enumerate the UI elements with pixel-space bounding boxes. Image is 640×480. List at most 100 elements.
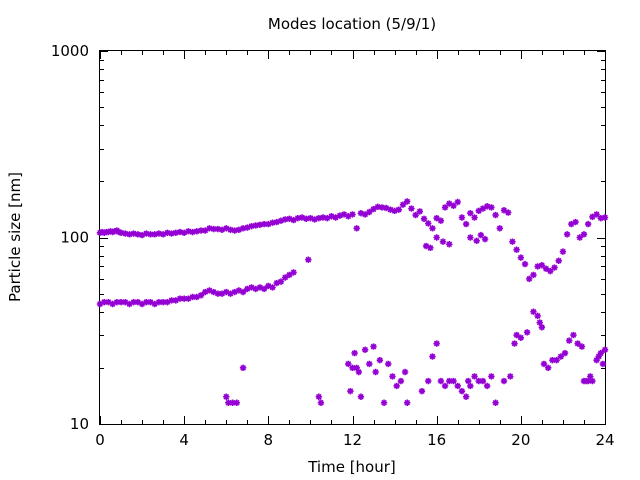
data-point — [597, 349, 604, 357]
data-point — [248, 284, 255, 291]
data-point — [345, 360, 352, 368]
data-point — [479, 205, 487, 212]
data-point — [523, 329, 531, 336]
data-point — [134, 298, 142, 306]
data-point — [462, 393, 470, 400]
data-point — [601, 346, 609, 353]
data-point — [294, 214, 301, 222]
data-point — [513, 246, 520, 253]
data-point — [218, 290, 226, 297]
data-point — [538, 262, 546, 269]
data-point — [143, 230, 150, 237]
data-point — [164, 298, 171, 306]
data-point — [138, 300, 146, 308]
data-point — [366, 360, 373, 368]
data-point — [235, 226, 243, 233]
data-point — [437, 377, 445, 385]
data-point — [117, 229, 125, 236]
data-point — [553, 356, 560, 364]
data-point — [286, 271, 293, 279]
data-point — [122, 298, 129, 306]
data-point — [185, 228, 192, 235]
data-point — [450, 377, 457, 385]
data-point — [401, 368, 409, 376]
data-point — [471, 373, 478, 380]
data-point — [420, 215, 428, 222]
data-point — [130, 298, 137, 306]
data-point — [233, 399, 240, 406]
data-point — [168, 230, 175, 237]
data-point — [454, 382, 461, 390]
data-point — [382, 204, 390, 212]
data-point — [244, 224, 251, 231]
data-point — [511, 340, 518, 347]
data-point — [347, 387, 354, 395]
data-point — [492, 399, 499, 406]
data-point — [147, 231, 154, 238]
x-axis-title: Time [hour] — [307, 458, 396, 476]
y-axis-title: Particle size [nm] — [6, 172, 24, 302]
data-point — [353, 364, 360, 372]
data-point — [475, 207, 482, 215]
data-point — [462, 220, 470, 228]
data-point — [376, 356, 384, 364]
data-point — [193, 293, 200, 301]
data-point — [429, 353, 436, 360]
x-tick-label: 16 — [427, 431, 446, 449]
data-point — [437, 217, 445, 224]
data-point — [593, 356, 600, 364]
data-point — [206, 287, 213, 294]
data-point — [467, 209, 474, 217]
data-point — [298, 214, 306, 221]
data-point — [483, 382, 491, 390]
data-point — [441, 382, 449, 390]
data-point — [370, 205, 377, 213]
data-point — [252, 285, 259, 293]
data-point — [439, 238, 447, 245]
data-point — [269, 284, 276, 291]
data-point — [418, 387, 426, 395]
data-point — [227, 226, 234, 233]
data-point — [197, 227, 205, 234]
data-point — [172, 229, 179, 236]
data-point — [446, 241, 453, 248]
data-point — [277, 278, 285, 285]
data-point — [357, 209, 365, 217]
data-point — [235, 287, 243, 294]
data-point — [534, 263, 541, 270]
data-point — [465, 377, 472, 385]
data-point — [164, 229, 171, 236]
data-point — [357, 393, 365, 400]
data-point — [265, 282, 272, 290]
plot-frame — [99, 50, 606, 425]
data-point — [404, 198, 411, 205]
data-point — [458, 387, 466, 395]
data-point — [138, 231, 146, 239]
data-point — [151, 231, 158, 238]
data-point — [324, 214, 331, 222]
data-point — [143, 298, 150, 306]
data-point — [391, 207, 398, 215]
data-point — [214, 290, 222, 297]
data-point — [521, 260, 529, 268]
axis-ticks — [100, 51, 606, 425]
data-point — [378, 204, 386, 211]
data-point — [412, 211, 419, 219]
tick-labels: 0 4 8 12 16 20 24 10 100 1000 — [51, 42, 615, 449]
y-tick-label: 10 — [70, 415, 89, 433]
data-point — [315, 393, 323, 400]
data-point — [372, 368, 379, 376]
data-point — [155, 298, 163, 306]
data-point — [576, 234, 583, 241]
data-point — [479, 377, 487, 385]
data-point — [475, 377, 482, 385]
data-point — [185, 295, 192, 302]
data-point — [446, 200, 453, 207]
data-point — [340, 211, 348, 218]
data-point — [197, 292, 205, 299]
data-point — [595, 353, 602, 360]
data-point — [477, 231, 485, 239]
data-point — [570, 331, 577, 339]
data-point — [505, 209, 512, 216]
y-tick-label: 100 — [60, 229, 89, 247]
